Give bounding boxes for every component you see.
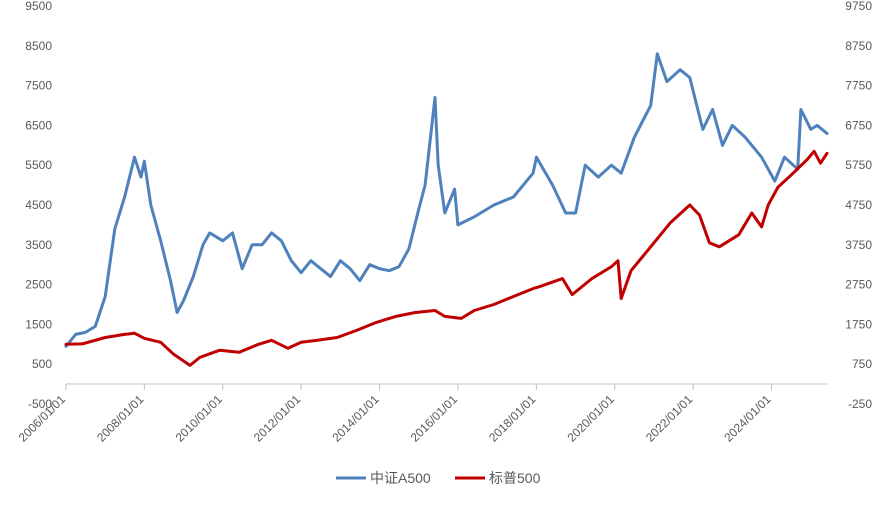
legend-label: 标普500 [489,470,541,486]
right-tick-label: -250 [848,397,872,411]
x-tick-label: 2018/01/01 [486,392,539,445]
right-tick-label: 1750 [845,317,872,331]
left-tick-label: 7500 [25,79,52,93]
series-layer [64,52,829,367]
left-tick-label: 5500 [25,158,52,172]
left-tick-label: 8500 [25,39,52,53]
x-tick-label: 2016/01/01 [408,392,461,445]
x-tick-label: 2020/01/01 [564,392,617,445]
right-tick-label: 8750 [845,39,872,53]
x-tick-label: 2014/01/01 [329,392,382,445]
left-tick-label: -500 [28,397,52,411]
x-tick-label: 2010/01/01 [173,392,226,445]
right-tick-label: 7750 [845,79,872,93]
x-tick-label: 2024/01/01 [721,392,774,445]
right-tick-label: 2750 [845,278,872,292]
left-tick-label: 4500 [25,198,52,212]
series-line-1 [64,149,829,367]
x-tick-label: 2022/01/01 [643,392,696,445]
left-tick-label: 500 [32,357,52,371]
legend: 中证A500 标普500 [336,470,541,486]
left-tick-label: 3500 [25,238,52,252]
right-tick-label: 5750 [845,158,872,172]
right-axis-ticks: -250 750 1750 2750 3750 4750 5750 6750 7750 8750 9… [845,0,872,411]
x-tick-label: 2008/01/01 [94,392,147,445]
series-line-0 [64,52,829,348]
left-tick-label: 2500 [25,278,52,292]
left-tick-label: 9500 [25,0,52,13]
left-tick-label: 1500 [25,317,52,331]
left-tick-label: 6500 [25,118,52,132]
right-tick-label: 9750 [845,0,872,13]
x-axis-ticks: 2006/01/01 2008/01/01 2010/01/01 2012/01/01… [16,384,774,445]
right-tick-label: 750 [852,357,872,371]
legend-label: 中证A500 [370,470,431,486]
right-tick-label: 4750 [845,198,872,212]
right-tick-label: 3750 [845,238,872,252]
right-tick-label: 6750 [845,118,872,132]
left-axis-ticks: -500 500 1500 2500 3500 4500 5500 6500 7500 8500 9… [25,0,52,411]
x-tick-label: 2012/01/01 [251,392,304,445]
